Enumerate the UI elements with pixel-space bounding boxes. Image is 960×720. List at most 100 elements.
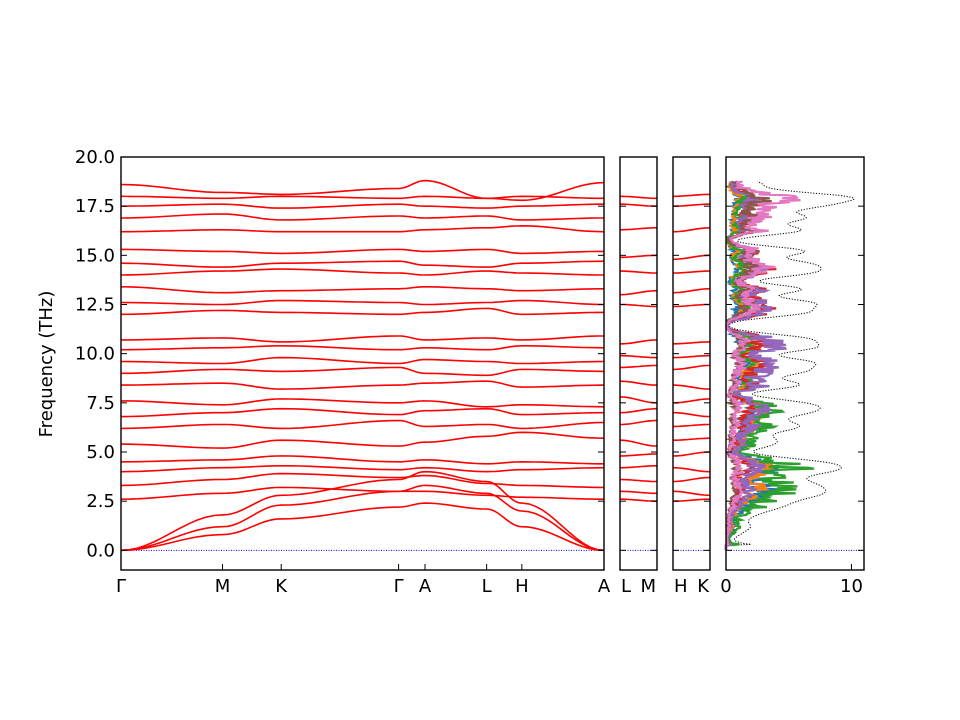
band-line	[121, 398, 605, 408]
band-line	[120, 260, 605, 268]
x-tick-label: M	[215, 576, 231, 597]
band-line	[121, 380, 605, 390]
x-tick-label: K	[697, 576, 710, 597]
band-line	[619, 478, 657, 483]
band-line	[619, 195, 657, 200]
band-line	[120, 299, 605, 306]
band-line	[120, 407, 604, 418]
band-line	[120, 472, 604, 489]
band-line	[672, 203, 710, 207]
band-line	[120, 285, 604, 294]
x-tick-label: K	[275, 576, 288, 597]
band-line	[121, 224, 605, 233]
band-line	[673, 398, 711, 404]
band-line	[620, 270, 657, 274]
band-line	[619, 439, 658, 447]
y-tick-label: 5.0	[86, 442, 115, 463]
band-line	[120, 248, 604, 255]
band-line	[672, 254, 711, 261]
band-line	[120, 484, 605, 552]
dos-partial-line	[724, 180, 801, 551]
dos-panel: 0 10	[720, 156, 865, 597]
band-line	[672, 364, 710, 371]
band-line	[619, 407, 658, 414]
band-line	[619, 419, 658, 426]
band-line	[672, 303, 710, 308]
x-tick-label: L	[482, 576, 492, 597]
band-line	[120, 486, 604, 501]
x-tick-label: H	[515, 576, 529, 597]
y-tick-label: 15.0	[75, 245, 115, 266]
plot-frame	[725, 156, 865, 571]
band-line	[121, 455, 604, 465]
x-tick-label: A	[598, 576, 611, 597]
band-line	[673, 423, 710, 428]
band-line	[620, 203, 658, 207]
plot-frame	[619, 156, 658, 571]
band-line	[620, 254, 658, 259]
band-line	[620, 498, 658, 502]
band-line	[620, 303, 658, 308]
band-line	[673, 451, 711, 457]
y-tick-label: 12.5	[75, 295, 115, 316]
band-line	[619, 380, 657, 386]
band-line	[673, 341, 710, 345]
band-line	[672, 498, 710, 502]
band-line	[619, 396, 658, 404]
plot-frame	[120, 156, 605, 571]
dos-x-tick-label: 0	[720, 576, 731, 597]
y-tick-label: 17.5	[75, 196, 115, 217]
band-line	[672, 287, 710, 294]
band-line	[120, 464, 605, 473]
band-line	[672, 466, 711, 473]
band-line	[672, 490, 711, 497]
y-tick-label: 0.0	[86, 540, 115, 561]
band-line	[619, 227, 657, 231]
band-line	[620, 464, 657, 469]
y-axis-label: Frequency (THz)	[36, 291, 57, 438]
band-line	[120, 470, 605, 552]
band-line	[672, 384, 711, 390]
y-tick-label: 20.0	[75, 147, 115, 168]
dos-partial-line	[724, 180, 815, 551]
band-line	[120, 195, 604, 200]
x-tick-label: L	[621, 576, 631, 597]
band-line	[120, 213, 604, 221]
band-line	[673, 354, 711, 359]
dos-x-tick-label: 10	[840, 576, 863, 597]
band-line	[672, 476, 710, 483]
y-tick-label: 7.5	[86, 393, 115, 414]
band-line	[673, 270, 710, 274]
plot-frame	[672, 156, 711, 571]
band-line	[120, 356, 605, 365]
band-line	[673, 193, 710, 198]
x-tick-label: A	[419, 576, 432, 597]
band-line	[619, 354, 657, 359]
band-line	[620, 339, 658, 345]
band-line	[120, 419, 605, 430]
band-line	[120, 203, 604, 209]
x-tick-label: M	[640, 576, 656, 597]
y-tick-label: 10.0	[75, 344, 115, 365]
band-line	[120, 431, 605, 449]
x-tick-label: H	[674, 576, 688, 597]
band-line	[120, 268, 604, 276]
band-line	[673, 227, 711, 233]
band-line	[673, 437, 711, 442]
band-line	[620, 364, 657, 369]
band-line	[121, 335, 604, 343]
band-panel-main: Γ M K Γ A L H A0.02.55.07.510.012.515.017.520.0	[75, 147, 611, 597]
band-line	[619, 490, 657, 495]
band-line	[121, 366, 605, 377]
band-line	[619, 289, 658, 296]
x-tick-label: Γ	[394, 576, 404, 597]
band-line	[620, 453, 657, 457]
band-line	[121, 344, 605, 351]
band-line	[120, 502, 605, 552]
y-tick-label: 2.5	[86, 491, 115, 512]
band-line	[120, 179, 605, 202]
x-tick-label: Γ	[116, 576, 126, 597]
